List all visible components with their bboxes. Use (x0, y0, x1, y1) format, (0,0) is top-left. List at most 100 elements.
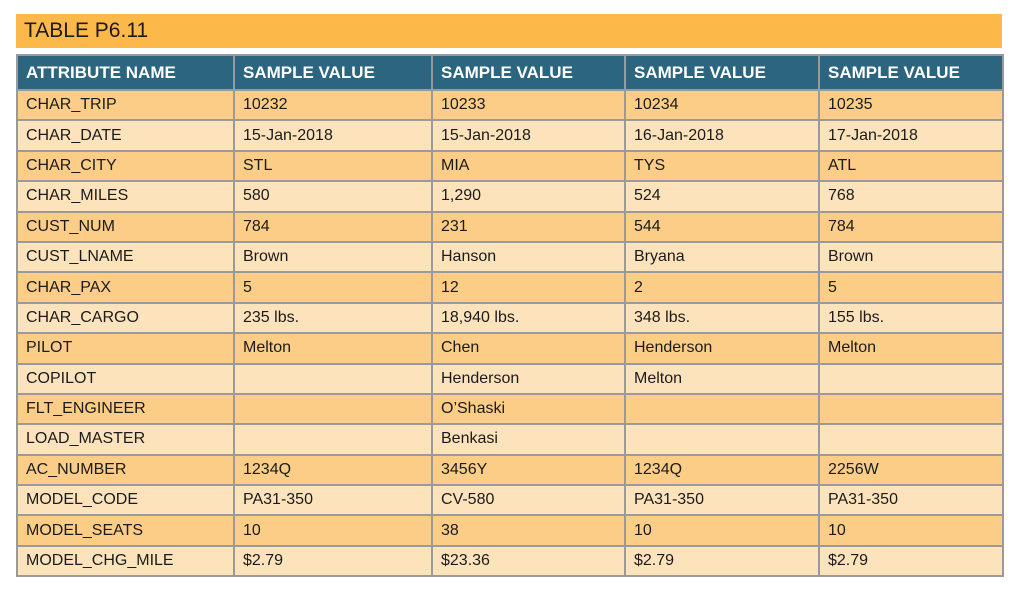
attribute-name-cell: CHAR_DATE (16, 119, 235, 152)
sample-value-cell: 18,940 lbs. (431, 301, 626, 335)
sample-value-cell: Melton (624, 362, 820, 395)
attribute-name-cell: PILOT (16, 332, 235, 365)
sample-value-cell: 1234Q (233, 453, 433, 487)
sample-value-cell: 3456Y (431, 453, 626, 487)
attribute-name-cell: CHAR_TRIP (16, 88, 235, 122)
table-body: CHAR_TRIP 10232 10233 10234 10235 CHAR_DATE 15… (16, 88, 1004, 578)
sample-value-cell: Melton (233, 332, 433, 365)
attribute-name-cell: FLT_ENGINEER (16, 392, 235, 426)
sample-value-cell: 12 (431, 271, 626, 304)
column-header-attribute-name: ATTRIBUTE NAME (16, 54, 235, 91)
sample-value-cell: 231 (431, 210, 626, 243)
sample-value-cell: 155 lbs. (818, 301, 1004, 335)
sample-value-cell: 16-Jan-2018 (624, 119, 820, 152)
attribute-name-cell: MODEL_CHG_MILE (16, 544, 235, 578)
sample-value-cell: Henderson (431, 362, 626, 395)
table-row: MODEL_SEATS 10 38 10 10 (16, 514, 1004, 547)
attribute-name-cell: AC_NUMBER (16, 453, 235, 487)
table-row: CHAR_MILES 580 1,290 524 768 (16, 180, 1004, 213)
sample-value-cell: 580 (233, 180, 433, 213)
sample-value-cell: Chen (431, 332, 626, 365)
sample-value-cell: 15-Jan-2018 (431, 119, 626, 152)
sample-value-cell: 784 (233, 210, 433, 243)
attribute-name-cell: CHAR_CARGO (16, 301, 235, 335)
sample-value-cell: PA31-350 (624, 484, 820, 517)
sample-value-cell: 235 lbs. (233, 301, 433, 335)
table-row: CHAR_DATE 15-Jan-2018 15-Jan-2018 16-Jan-20… (16, 119, 1004, 152)
sample-value-cell: 10232 (233, 88, 433, 122)
sample-value-cell: 10 (233, 514, 433, 547)
attribute-name-cell: MODEL_CODE (16, 484, 235, 517)
sample-value-cell: 5 (233, 271, 433, 304)
sample-value-cell: Hanson (431, 240, 626, 274)
sample-value-cell (818, 362, 1004, 395)
attribute-name-cell: CHAR_PAX (16, 271, 235, 304)
sample-value-cell: MIA (431, 149, 626, 183)
sample-value-cell: $2.79 (818, 544, 1004, 578)
table-row: FLT_ENGINEER O’Shaski (16, 392, 1004, 426)
attribute-name-cell: CUST_LNAME (16, 240, 235, 274)
sample-value-cell: Bryana (624, 240, 820, 274)
sample-value-cell: $2.79 (233, 544, 433, 578)
sample-value-cell: PA31-350 (818, 484, 1004, 517)
table-row: CUST_NUM 784 231 544 784 (16, 210, 1004, 243)
column-header-sample-value: SAMPLE VALUE (431, 54, 626, 91)
sample-value-cell: 1234Q (624, 453, 820, 487)
sample-value-cell: 544 (624, 210, 820, 243)
attribute-name-cell: COPILOT (16, 362, 235, 395)
sample-value-cell: 5 (818, 271, 1004, 304)
table-caption: TABLE P6.11 (16, 14, 1002, 48)
sample-value-cell: 768 (818, 180, 1004, 213)
header-row: ATTRIBUTE NAME SAMPLE VALUE SAMPLE VALUE… (16, 54, 1004, 91)
table-row: COPILOT Henderson Melton (16, 362, 1004, 395)
sample-value-cell: ATL (818, 149, 1004, 183)
sample-value-cell: Melton (818, 332, 1004, 365)
table-row: CHAR_CITY STL MIA TYS ATL (16, 149, 1004, 183)
sample-value-cell: CV-580 (431, 484, 626, 517)
attribute-name-cell: CHAR_CITY (16, 149, 235, 183)
table-row: MODEL_CHG_MILE $2.79 $23.36 $2.79 $2.79 (16, 544, 1004, 578)
column-header-sample-value: SAMPLE VALUE (233, 54, 433, 91)
sample-value-cell: Brown (818, 240, 1004, 274)
table-row: CHAR_PAX 5 12 2 5 (16, 271, 1004, 304)
table-row: LOAD_MASTER Benkasi (16, 423, 1004, 456)
sample-value-cell: $23.36 (431, 544, 626, 578)
attribute-name-cell: MODEL_SEATS (16, 514, 235, 547)
sample-value-cell: TYS (624, 149, 820, 183)
sample-value-cell: 348 lbs. (624, 301, 820, 335)
table-row: CUST_LNAME Brown Hanson Bryana Brown (16, 240, 1004, 274)
sample-value-cell: 15-Jan-2018 (233, 119, 433, 152)
sample-value-cell (624, 392, 820, 426)
sample-value-cell: 784 (818, 210, 1004, 243)
table-row: CHAR_TRIP 10232 10233 10234 10235 (16, 88, 1004, 122)
table-row: MODEL_CODE PA31-350 CV-580 PA31-350 PA31-350 (16, 484, 1004, 517)
sample-value-cell: $2.79 (624, 544, 820, 578)
sample-value-cell: 10235 (818, 88, 1004, 122)
attribute-name-cell: CUST_NUM (16, 210, 235, 243)
column-header-sample-value: SAMPLE VALUE (624, 54, 820, 91)
sample-value-cell (818, 423, 1004, 456)
sample-value-cell: 17-Jan-2018 (818, 119, 1004, 152)
sample-value-cell: 10234 (624, 88, 820, 122)
sample-value-cell: 524 (624, 180, 820, 213)
sample-value-cell (233, 423, 433, 456)
sample-value-cell: 38 (431, 514, 626, 547)
data-table: ATTRIBUTE NAME SAMPLE VALUE SAMPLE VALUE… (16, 54, 1004, 578)
table-row: CHAR_CARGO 235 lbs. 18,940 lbs. 348 lbs. 155… (16, 301, 1004, 335)
attribute-name-cell: LOAD_MASTER (16, 423, 235, 456)
sample-value-cell: 1,290 (431, 180, 626, 213)
sample-value-cell: Henderson (624, 332, 820, 365)
sample-value-cell (818, 392, 1004, 426)
sample-value-cell: 10233 (431, 88, 626, 122)
table-row: PILOT Melton Chen Henderson Melton (16, 332, 1004, 365)
sample-value-cell: 10 (818, 514, 1004, 547)
sample-value-cell: Brown (233, 240, 433, 274)
data-table-container: ATTRIBUTE NAME SAMPLE VALUE SAMPLE VALUE… (16, 54, 1004, 578)
sample-value-cell: Benkasi (431, 423, 626, 456)
column-header-sample-value: SAMPLE VALUE (818, 54, 1004, 91)
sample-value-cell: 2256W (818, 453, 1004, 487)
sample-value-cell: O’Shaski (431, 392, 626, 426)
attribute-name-cell: CHAR_MILES (16, 180, 235, 213)
sample-value-cell (233, 362, 433, 395)
sample-value-cell (233, 392, 433, 426)
